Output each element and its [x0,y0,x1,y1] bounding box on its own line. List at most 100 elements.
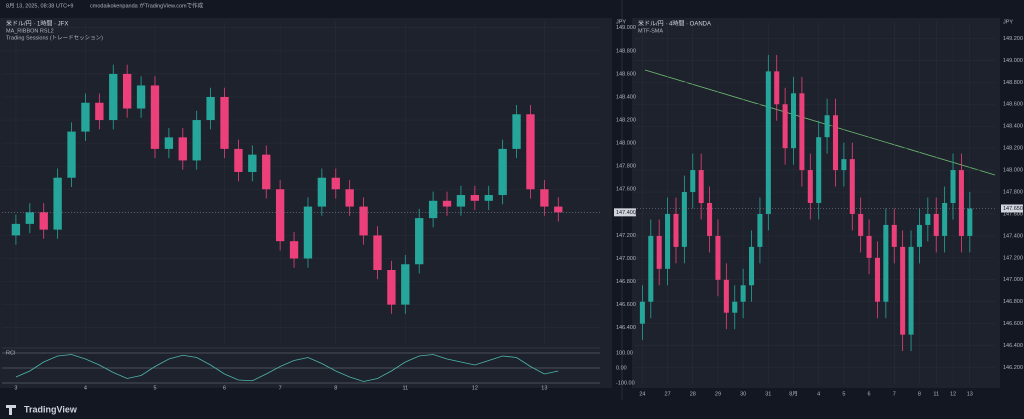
candle-body [122,73,132,109]
candle-body [289,241,299,259]
x-tick-label: 3 [14,385,17,391]
candle-body [220,96,229,149]
y-tick-label: 149.000 [616,25,636,31]
candle-body [740,285,746,302]
candle-body [206,96,215,121]
y-tick-label: 146.600 [1003,321,1023,327]
logo [6,405,16,415]
y-tick-label: 148.000 [1003,168,1023,174]
candle-body [958,170,964,236]
candle-body [540,189,549,207]
candle-body [849,159,855,214]
y-tick-label: 147.200 [1003,255,1023,261]
x-tick-label: 5 [153,385,156,391]
y-tick-label: 148.000 [616,141,636,147]
candle-body [303,206,313,259]
candle-body [415,218,424,265]
candle-body [387,270,396,305]
y-tick-label: 149.200 [1003,36,1023,42]
candle-body [262,154,271,190]
x-tick-label: 6 [223,385,226,391]
candle-body [331,177,340,190]
y-tick-label: 148.200 [616,118,636,124]
osc-tick-label: 0.00 [616,365,627,371]
y-tick-label: 148.800 [1003,80,1023,86]
currency: JPY [1003,19,1013,25]
candle-body [765,71,771,214]
candle-body [816,137,822,203]
y-tick-label: 147.200 [616,233,636,239]
x-tick-label: 24 [639,391,645,397]
indicator-name: MA_RIBBON RSL2 [6,28,54,34]
y-tick-label: 146.400 [616,325,636,331]
x-tick-label: 8 [334,385,337,391]
candle-body [484,195,493,201]
candle-body [512,114,521,149]
candle-body [807,170,813,203]
x-tick-label: 5 [842,391,845,397]
candle-body [178,137,187,161]
candle-body [883,224,889,302]
candle-body [858,213,864,236]
candle-body [554,206,563,213]
osc-line [15,354,559,382]
candle-body [498,148,507,196]
last-price-box [614,208,636,217]
candle-body [832,115,839,171]
last-price-box [1001,204,1023,213]
osc-tick-label: -100.00 [616,380,635,386]
candle-body [732,301,738,313]
candle-body [11,223,21,236]
y-tick-label: 146.800 [616,279,636,285]
candle-body [841,159,847,171]
candle-body [782,104,788,149]
indicator-name: MTF-SMA [638,28,663,34]
indicator-name: Trading Sessions (トレードセッション) [6,34,103,41]
candle-body [373,235,382,271]
candle-body [136,85,146,109]
y-tick-label: 148.600 [616,71,636,77]
candle-body [345,189,354,207]
candle-body [891,224,897,247]
candle-body [757,213,763,247]
candle-body [275,189,285,242]
candle-body [681,192,687,247]
candle-body [916,224,922,247]
candle-body [656,235,662,269]
footer-brand: TradingView [24,404,78,414]
y-tick-label: 148.400 [1003,124,1023,130]
candle-body [707,203,713,236]
x-tick-label: 13 [967,391,973,397]
candle-body [456,195,466,207]
y-tick-label: 147.600 [616,187,636,193]
candle-body [908,246,914,335]
y-tick-label: 147.400 [1003,233,1023,239]
candle-body [639,301,645,324]
y-tick-label: 146.600 [616,302,636,308]
y-tick-label: 146.400 [1003,343,1023,349]
candle-body [470,195,480,201]
candle-body [824,115,830,138]
candle-body [442,200,452,207]
candle-body [774,71,780,105]
candle-body [234,148,243,172]
last-price-label: 147.650 [1003,206,1023,212]
candle-body [81,102,90,132]
chart-title: 米ドル/円 · 4時間 · OANDA [638,20,711,28]
osc-tick-label: 100.00 [616,350,633,356]
osc-name: RCI [6,350,16,356]
candle-body [900,246,906,335]
candle-body [715,235,721,280]
candle-body [39,212,48,230]
candle-body [690,170,696,193]
candle-body [950,170,956,203]
candle-body [933,213,939,236]
x-tick-label: 28 [690,391,696,397]
candle-body [53,177,62,230]
header-author: cmodaikokenpanda がTradingView.comで作成 [90,1,204,9]
trend-line [644,69,996,176]
currency: JPY [616,19,626,25]
x-tick-label: 7 [279,385,282,391]
candle-body [164,137,174,149]
